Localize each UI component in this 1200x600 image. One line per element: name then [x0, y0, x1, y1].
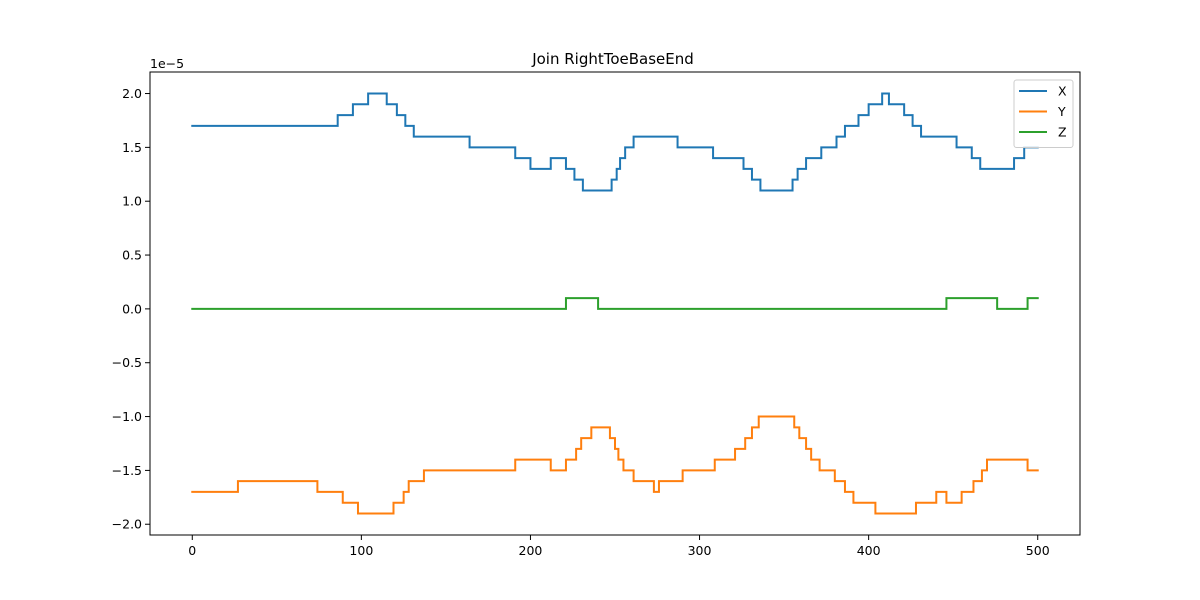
x-tick-label: 0: [188, 543, 196, 558]
plot-frame: [149, 71, 1081, 536]
x-tick-label: 400: [857, 543, 881, 558]
y-tick-label: −1.0: [112, 409, 142, 424]
legend-label-x: X: [1058, 84, 1067, 99]
y-tick-label: 0.5: [122, 248, 142, 263]
y-tick-label: 1.5: [122, 140, 142, 155]
y-tick-label: −2.0: [112, 517, 142, 532]
y-tick-label: 1.0: [122, 194, 142, 209]
y-tick-label: −1.5: [112, 463, 142, 478]
y-tick-label: 0.0: [122, 301, 142, 316]
y-offset-label: 1e−5: [150, 56, 184, 71]
series-line-z: [191, 297, 1039, 310]
y-tick-label: −0.5: [112, 355, 142, 370]
y-tick-label: 2.0: [122, 86, 142, 101]
series-line-y: [191, 415, 1039, 515]
x-tick-label: 300: [688, 543, 712, 558]
legend-label-y: Y: [1057, 104, 1066, 119]
x-tick-label: 100: [349, 543, 373, 558]
series-line-x: [191, 92, 1039, 192]
legend-label-z: Z: [1058, 125, 1067, 140]
x-tick-label: 500: [1026, 543, 1050, 558]
legend: XYZ: [1013, 79, 1074, 148]
chart-title: Join RightToeBaseEnd: [531, 50, 694, 68]
x-tick-label: 200: [519, 543, 543, 558]
legend-box: [1013, 79, 1074, 148]
series-layer: [191, 92, 1039, 515]
axes-layer: 0 100 200 300 400 500 −2.0 −1.5 −1.0 −0.5 0.0 0.5 1.…: [112, 71, 1081, 558]
